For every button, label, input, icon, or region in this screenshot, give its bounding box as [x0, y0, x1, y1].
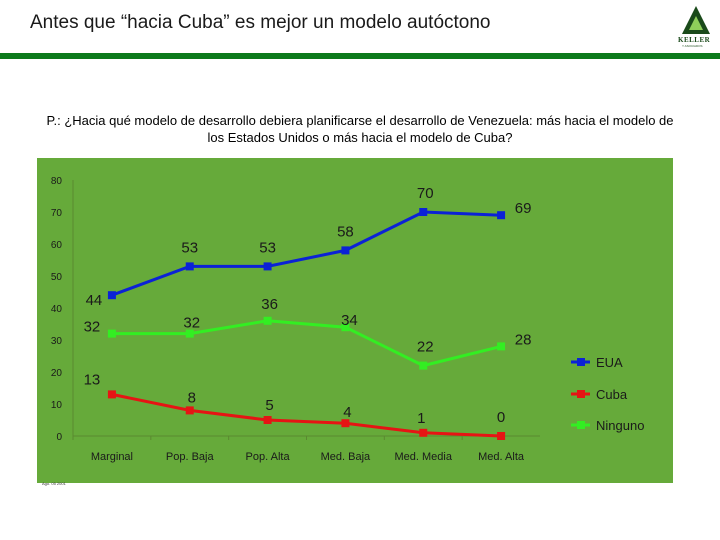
logo-text: KELLER	[678, 36, 711, 44]
series-line-ninguno	[111, 319, 502, 368]
data-point-ninguno	[419, 361, 428, 370]
data-label-eua: 53	[259, 239, 276, 256]
data-point-ninguno	[263, 316, 272, 325]
logo-subtext: Y ASOCIADOS	[682, 44, 703, 48]
data-label-cuba: 8	[188, 389, 196, 406]
data-point-cuba	[419, 428, 428, 437]
y-tick-label: 60	[51, 240, 63, 251]
x-tick-label: Med. Baja	[321, 451, 371, 463]
data-point-cuba	[263, 416, 272, 424]
data-point-ninguno	[497, 342, 506, 351]
data-label-ninguno: 22	[417, 339, 434, 356]
header-rule	[0, 53, 720, 59]
data-label-ninguno: 28	[515, 331, 532, 348]
data-point-eua	[185, 262, 194, 271]
x-tick-label: Med. Media	[395, 451, 453, 463]
data-label-cuba: 13	[84, 371, 101, 388]
x-tick-label: Med. Alta	[478, 451, 525, 463]
data-label-eua: 44	[86, 292, 103, 309]
x-tick-label: Marginal	[91, 451, 133, 463]
y-tick-label: 10	[51, 400, 63, 411]
survey-question: P.: ¿Hacia qué modelo de desarrollo debi…	[46, 113, 674, 145]
series-line-eua	[111, 210, 502, 297]
y-tick-label: 50	[51, 272, 63, 283]
data-label-ninguno: 32	[183, 315, 200, 332]
data-point-eua	[263, 262, 272, 271]
data-label-cuba: 5	[265, 397, 273, 414]
data-point-ninguno	[185, 329, 194, 338]
data-label-cuba: 1	[417, 410, 425, 427]
data-label-eua: 53	[181, 239, 198, 256]
series-line-cuba	[111, 392, 502, 438]
data-label-cuba: 4	[343, 404, 351, 421]
data-point-ninguno	[107, 329, 116, 338]
legend-label: Ninguno	[596, 418, 644, 433]
chart-panel	[37, 158, 673, 483]
legend-label: Cuba	[596, 387, 628, 402]
y-tick-label: 70	[51, 208, 63, 219]
x-tick-label: Pop. Baja	[166, 451, 215, 463]
data-point-eua	[341, 246, 350, 255]
data-point-cuba	[341, 419, 350, 428]
legend-swatch-marker	[577, 358, 585, 366]
data-label-cuba: 0	[497, 409, 505, 426]
slide-title: Antes que “hacia Cuba” es mejor un model…	[30, 12, 491, 33]
data-point-eua	[419, 208, 428, 216]
y-tick-label: 20	[51, 368, 63, 379]
data-label-eua: 69	[515, 200, 532, 217]
data-point-cuba	[107, 390, 116, 399]
data-label-eua: 70	[417, 185, 434, 202]
legend-swatch-marker	[577, 421, 585, 429]
data-point-eua	[497, 211, 506, 220]
legend-swatch-marker	[577, 390, 585, 398]
data-point-eua	[107, 291, 116, 300]
keller-logo-icon	[682, 6, 710, 34]
data-point-cuba	[185, 406, 194, 415]
data-point-ninguno	[341, 323, 350, 332]
y-tick-label: 40	[51, 304, 63, 315]
x-tick-label: Pop. Alta	[246, 451, 291, 463]
data-label-ninguno: 34	[341, 312, 358, 329]
y-tick-label: 30	[51, 336, 63, 347]
data-label-eua: 58	[337, 223, 354, 240]
data-label-ninguno: 36	[261, 296, 278, 313]
legend-label: EUA	[596, 355, 623, 370]
data-label-ninguno: 32	[84, 319, 101, 336]
y-tick-label: 80	[51, 176, 63, 187]
data-point-cuba	[497, 432, 506, 440]
y-tick-label: 0	[56, 432, 62, 443]
footnote: Ago. 05 2001	[42, 481, 66, 486]
